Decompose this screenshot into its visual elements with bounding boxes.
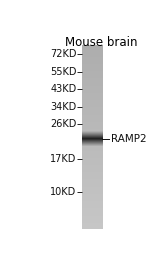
Text: Mouse brain: Mouse brain	[65, 36, 138, 49]
Text: 26KD: 26KD	[50, 119, 76, 129]
Text: 72KD: 72KD	[50, 49, 76, 60]
Text: 10KD: 10KD	[50, 187, 76, 197]
Text: 55KD: 55KD	[50, 67, 76, 76]
Text: 34KD: 34KD	[50, 102, 76, 112]
Text: 43KD: 43KD	[50, 84, 76, 94]
Text: 17KD: 17KD	[50, 154, 76, 164]
Text: RAMP2: RAMP2	[111, 134, 146, 144]
